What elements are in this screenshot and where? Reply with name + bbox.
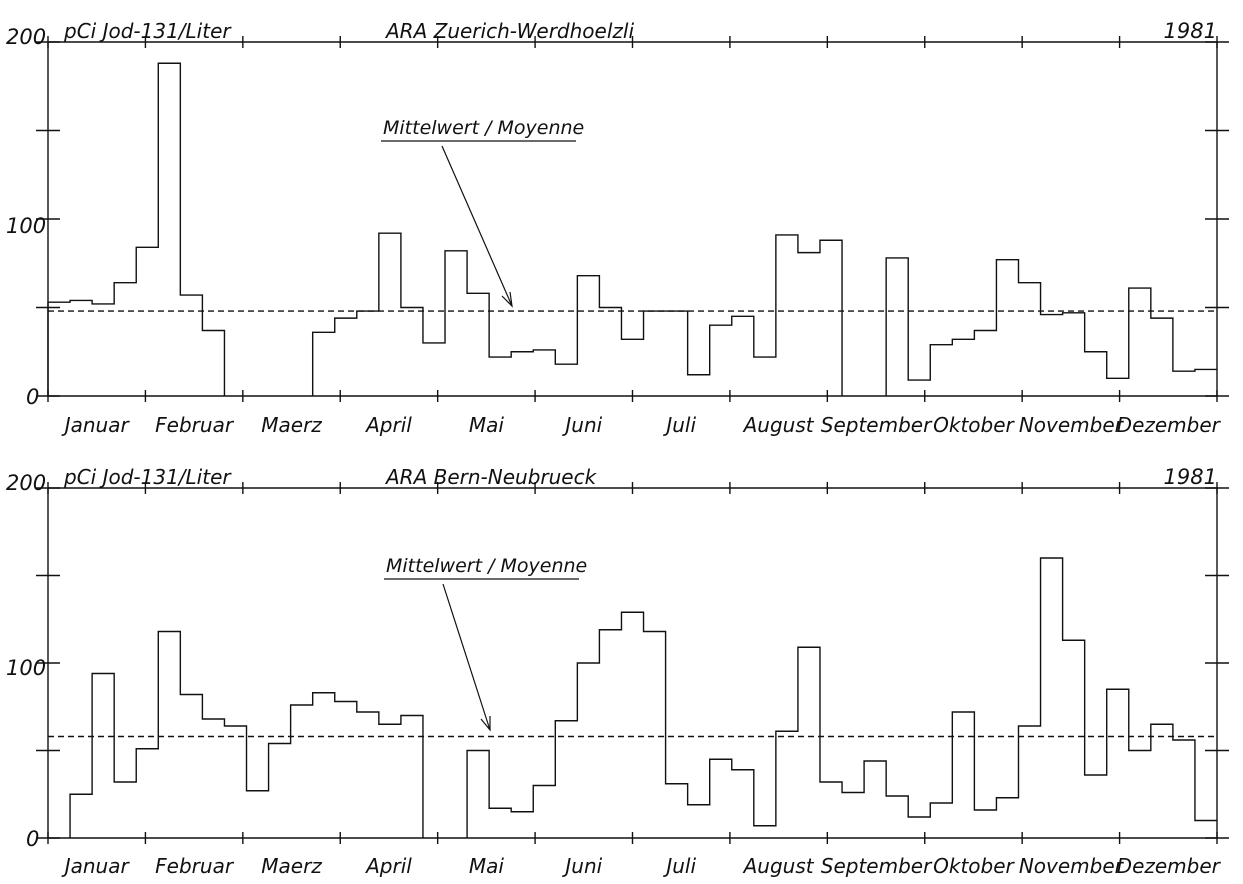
y-tick-label-bottom-100: 100 xyxy=(6,656,46,680)
month-label-bottom-oktober: Oktober xyxy=(933,854,1015,878)
month-label-top-januar: Januar xyxy=(61,413,131,437)
month-label-bottom-juni: Juni xyxy=(561,854,602,878)
month-label-bottom-august: August xyxy=(742,854,815,878)
y-tick-label-top-0: 0 xyxy=(26,385,39,409)
unit-label-top: pCi Jod-131/Liter xyxy=(63,19,232,43)
y-tick-label-top-200: 200 xyxy=(6,25,46,49)
month-label-top-oktober: Oktober xyxy=(933,413,1015,437)
weekly-step-series-bottom-segment-1 xyxy=(466,557,1217,838)
month-label-top-maerz: Maerz xyxy=(261,413,322,437)
weekly-step-series-top-segment-0 xyxy=(47,62,226,396)
month-label-bottom-april: April xyxy=(364,854,412,878)
mean-annotation-arrow-bottom xyxy=(442,583,491,732)
unit-label-bottom: pCi Jod-131/Liter xyxy=(63,465,232,489)
month-label-top-juli: Juli xyxy=(662,413,696,437)
chart-title-top: ARA Zuerich-Werdhoelzli xyxy=(384,19,634,43)
month-label-bottom-november: November xyxy=(1019,854,1125,878)
plot-area-bottom: Januar Februar Maerz April Mai Juni Juli August… xyxy=(36,482,1229,878)
chart-title-bottom: ARA Bern-Neubrueck xyxy=(384,465,598,489)
year-label-top: 1981 xyxy=(1164,19,1217,43)
mean-annotation-bottom: Mittelwert / Moyenne xyxy=(386,555,587,577)
chart-panel-bern: 200 100 0 pCi Jod-131/Liter ARA Bern-Neu… xyxy=(6,465,1229,878)
month-label-top-februar: Februar xyxy=(155,413,235,437)
weekly-step-series-top-segment-1 xyxy=(311,232,843,396)
y-tick-label-bottom-200: 200 xyxy=(6,471,46,495)
month-label-top-juni: Juni xyxy=(561,413,602,437)
month-label-bottom-juli: Juli xyxy=(662,854,696,878)
month-label-top-august: August xyxy=(742,413,815,437)
month-label-bottom-mai: Mai xyxy=(469,854,505,878)
month-label-bottom-dezember: Dezember xyxy=(1117,854,1222,878)
month-label-top-september: September xyxy=(821,413,933,437)
month-label-bottom-januar: Januar xyxy=(61,854,131,878)
mean-annotation-arrow-top xyxy=(441,145,513,308)
weekly-step-series-bottom-segment-0 xyxy=(69,630,424,838)
plot-area-top: Januar Februar Maerz April Mai Juni Juli August… xyxy=(36,36,1229,437)
month-label-top-mai: Mai xyxy=(469,413,505,437)
month-label-top-november: November xyxy=(1019,413,1125,437)
month-label-top-april: April xyxy=(364,413,412,437)
month-label-bottom-februar: Februar xyxy=(155,854,235,878)
year-label-bottom: 1981 xyxy=(1164,465,1217,489)
month-label-top-dezember: Dezember xyxy=(1117,413,1222,437)
month-label-bottom-september: September xyxy=(821,854,933,878)
y-tick-label-top-100: 100 xyxy=(6,214,46,238)
month-label-bottom-maerz: Maerz xyxy=(261,854,322,878)
mean-annotation-top: Mittelwert / Moyenne xyxy=(383,117,584,139)
weekly-step-series-top-segment-2 xyxy=(885,257,1217,396)
y-tick-label-bottom-0: 0 xyxy=(26,827,39,851)
chart-panel-zuerich: 200 100 0 pCi Jod-131/Liter ARA Zuerich-… xyxy=(6,19,1229,437)
